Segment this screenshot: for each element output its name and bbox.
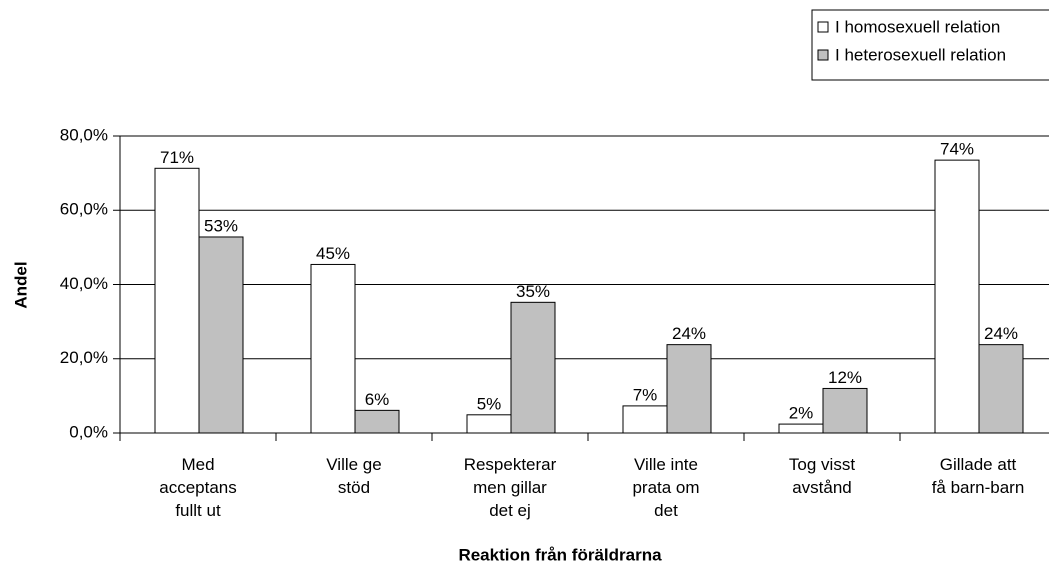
y-tick-label: 0,0%	[69, 422, 108, 441]
legend-swatch	[817, 49, 829, 61]
bar	[510, 301, 556, 434]
legend-box	[811, 9, 1049, 81]
bar	[466, 414, 512, 434]
legend-swatch	[817, 21, 829, 33]
data-label: 12%	[828, 368, 862, 387]
bar	[666, 344, 712, 434]
bar	[778, 423, 824, 434]
bar	[934, 159, 980, 434]
y-tick-label: 80,0%	[60, 125, 108, 144]
data-label: 71%	[160, 148, 194, 167]
y-axis-title: Andel	[11, 261, 30, 308]
bar	[822, 387, 868, 434]
data-label: 24%	[984, 324, 1018, 343]
x-tick-label: Respekterar men gillar det ej	[463, 455, 557, 520]
data-label: 45%	[316, 244, 350, 263]
bar	[354, 409, 400, 434]
bar	[198, 236, 244, 434]
y-tick-label: 60,0%	[60, 200, 108, 219]
data-label: 53%	[204, 216, 238, 235]
legend-label: I homosexuell relation	[835, 17, 1000, 36]
data-label: 24%	[672, 324, 706, 343]
x-tick-label: Gillade att få barn-barn	[931, 455, 1025, 497]
data-label: 5%	[477, 394, 502, 413]
x-tick-label: Tog visst avstånd	[788, 455, 856, 497]
y-tick-label: 40,0%	[60, 274, 108, 293]
x-tick-label: Med acceptans fullt ut	[159, 455, 237, 520]
x-tick-label: Ville ge stöd	[326, 455, 382, 497]
data-label: 35%	[516, 282, 550, 301]
legend-label: I heterosexuell relation	[835, 45, 1006, 64]
y-tick-label: 20,0%	[60, 348, 108, 367]
x-axis-title: Reaktion från föräldrarna	[458, 545, 662, 564]
bar	[310, 263, 356, 434]
bar	[622, 405, 668, 434]
data-label: 6%	[365, 390, 390, 409]
data-label: 74%	[940, 140, 974, 159]
bar	[154, 167, 200, 434]
data-label: 7%	[633, 385, 658, 404]
x-tick-label: Ville inte prata om det	[632, 455, 700, 520]
bar	[978, 344, 1024, 434]
data-label: 2%	[789, 404, 814, 423]
